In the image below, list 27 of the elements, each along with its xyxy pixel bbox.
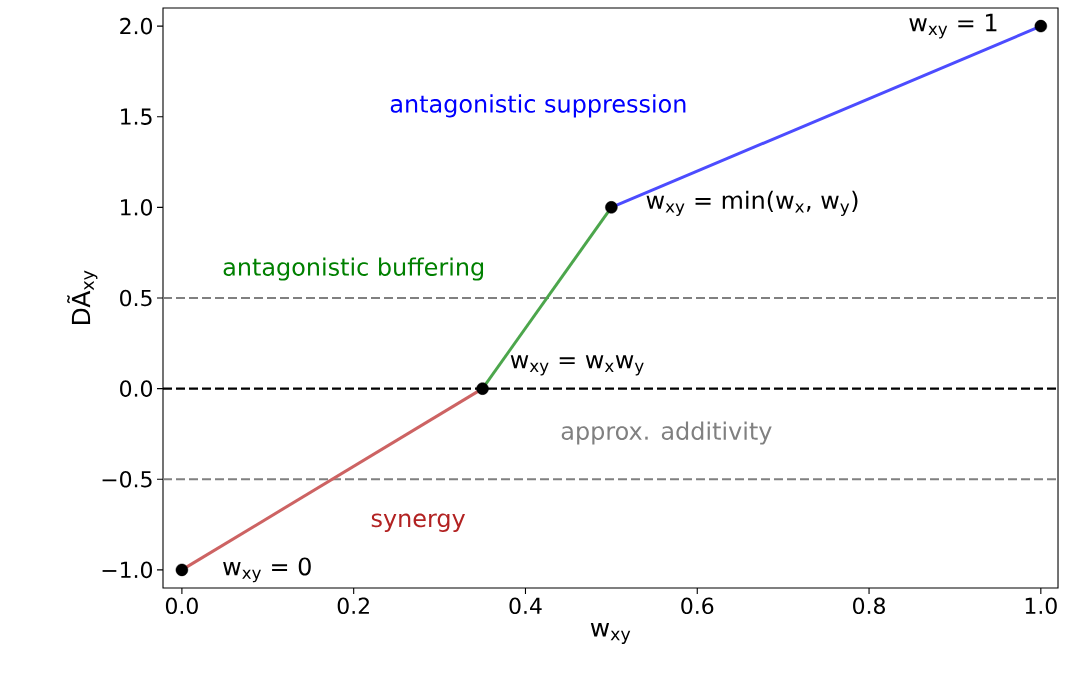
y-tick-label: 0.5 — [120, 289, 152, 307]
point — [476, 382, 489, 395]
x-axis-title: w$_{xy}$ — [590, 622, 631, 644]
annotation: antagonistic buffering — [223, 257, 484, 281]
annotation: synergy — [371, 513, 466, 532]
point — [605, 201, 618, 214]
y-tick-label: 2.0 — [120, 17, 153, 35]
x-tick-label: 0.8 — [853, 597, 885, 615]
y-tick-label: −1.0 — [102, 561, 153, 579]
x-tick-label: 1.0 — [1025, 597, 1057, 615]
y-tick-label: 1.5 — [121, 108, 152, 125]
x-tick-label: 0.6 — [681, 597, 714, 615]
x-tick-label: 0.4 — [509, 597, 542, 615]
annotation: approx. additivity — [561, 421, 772, 445]
point — [1034, 19, 1048, 33]
annotation: w$_{xy}$ = w$_{x}$w$_{y}$ — [510, 355, 644, 376]
annotation: w$_{xy}$ = min(w$_{x}$, w$_{y}$) — [646, 190, 858, 217]
annotation: w$_{xy}$ = 0 — [223, 557, 311, 583]
annotation: w$_{xy}$ = 1 — [909, 13, 997, 39]
y-tick-label: −0.5 — [102, 470, 152, 488]
annotation: antagonistic suppression — [390, 94, 686, 118]
x-tick-label: 0.2 — [337, 597, 369, 615]
x-tick-label: 0.0 — [165, 597, 198, 615]
y-axis-title: DÃ$_{xy}$ — [67, 270, 98, 325]
y-tick-label: 1.0 — [121, 199, 153, 216]
y-tick-label: 0.0 — [120, 380, 153, 397]
point — [175, 563, 189, 577]
